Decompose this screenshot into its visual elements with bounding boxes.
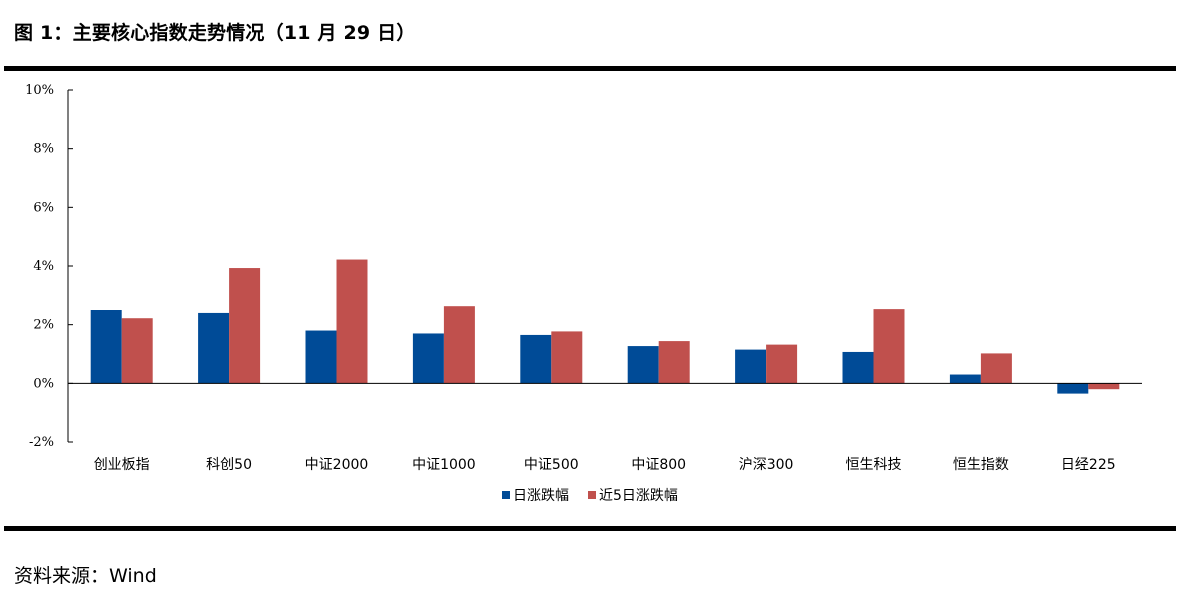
- x-tick-label: 创业板指: [94, 457, 150, 473]
- bar-five-day-5: [658, 341, 690, 384]
- bottom-rule: [4, 526, 1176, 531]
- x-tick-label: 中证500: [524, 457, 579, 473]
- legend-label-five-day: 近5日涨跌幅: [599, 488, 678, 504]
- legend-swatch-five-day: [588, 491, 596, 499]
- y-axis: -2% 0% 2% 4% 6% 8% 10%: [25, 83, 73, 450]
- bar-five-day-2: [336, 259, 368, 384]
- bar-five-day-8: [980, 353, 1012, 384]
- x-tick-label: 恒生科技: [846, 457, 902, 473]
- y-tick-label: 6%: [33, 200, 54, 215]
- bar-daily-1: [198, 312, 230, 384]
- bar-daily-3: [412, 333, 444, 384]
- bar-five-day-1: [229, 268, 261, 384]
- bar-five-day-6: [766, 344, 798, 384]
- x-tick-label: 中证2000: [305, 457, 369, 473]
- y-tick-label: 0%: [33, 376, 54, 391]
- top-rule: [4, 66, 1176, 71]
- bar-chart: -2% 0% 2% 4% 6% 8% 10% 创业板指 科创50 中证2000 中证1000 中证5…: [25, 83, 1142, 504]
- bar-daily-9: [1057, 383, 1089, 394]
- x-tick-label: 中证800: [631, 457, 686, 473]
- bar-daily-2: [305, 330, 337, 384]
- x-tick-label: 日经225: [1061, 457, 1116, 473]
- bar-five-day-7: [873, 309, 905, 384]
- bar-five-day-9: [1088, 383, 1120, 390]
- legend: 日涨跌幅 近5日涨跌幅: [502, 488, 678, 504]
- y-tick-label: -2%: [29, 435, 54, 450]
- bar-daily-4: [520, 334, 552, 384]
- bar-daily-0: [90, 310, 122, 384]
- figure-title: 图 1：主要核心指数走势情况（11 月 29 日）: [14, 22, 416, 44]
- bar-five-day-0: [121, 318, 153, 384]
- legend-label-daily: 日涨跌幅: [513, 488, 569, 504]
- x-tick-label: 恒生指数: [953, 457, 1009, 473]
- bars: [90, 259, 1120, 394]
- bar-five-day-4: [551, 331, 583, 384]
- bar-daily-7: [842, 351, 874, 384]
- y-tick-label: 10%: [25, 83, 54, 98]
- source-note: 资料来源：Wind: [14, 565, 157, 587]
- x-tick-label: 科创50: [206, 457, 252, 473]
- y-tick-label: 8%: [33, 142, 54, 157]
- x-axis: 创业板指 科创50 中证2000 中证1000 中证500 中证800 沪深300 恒生科技 恒…: [68, 382, 1142, 473]
- legend-swatch-daily: [502, 491, 510, 499]
- bar-five-day-3: [443, 306, 475, 384]
- x-tick-label: 中证1000: [412, 457, 476, 473]
- y-tick-label: 4%: [33, 259, 54, 274]
- bar-daily-6: [735, 349, 767, 384]
- x-tick-label: 沪深300: [739, 457, 794, 473]
- bar-daily-5: [627, 346, 659, 384]
- y-tick-label: 2%: [33, 318, 54, 333]
- bar-daily-8: [949, 374, 981, 384]
